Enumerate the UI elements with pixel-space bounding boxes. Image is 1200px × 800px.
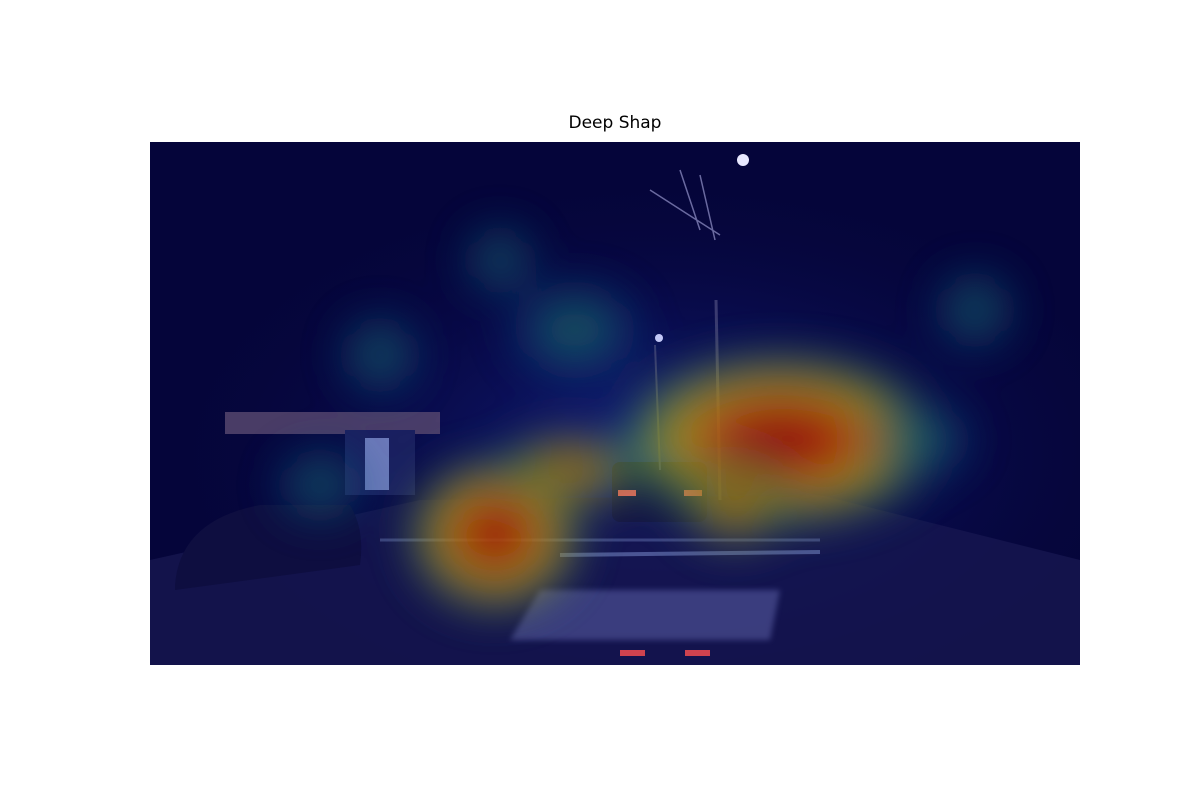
figure-title: Deep Shap: [569, 113, 662, 133]
saliency-image: [150, 142, 1080, 665]
